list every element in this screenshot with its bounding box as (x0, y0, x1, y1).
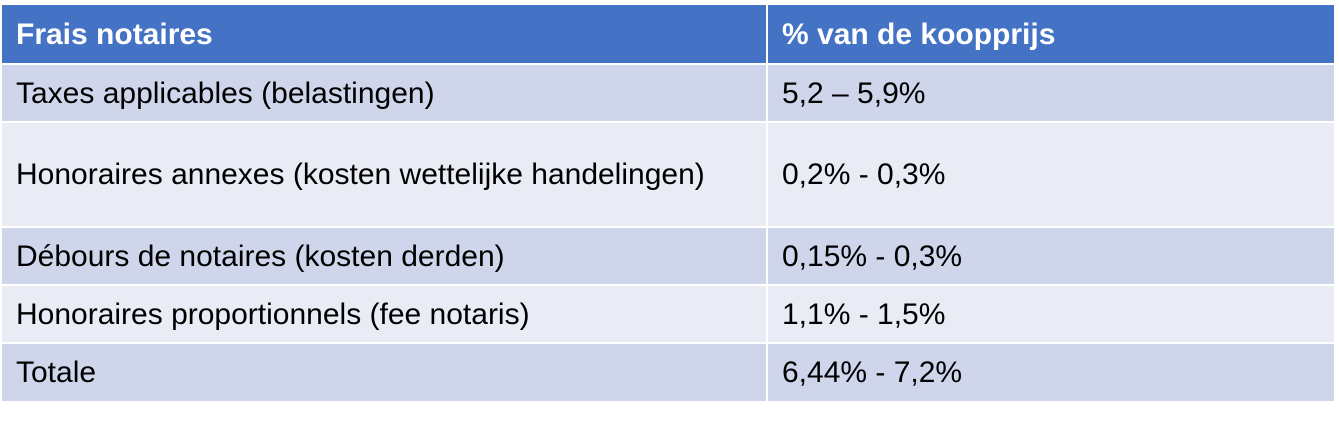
table-row-cell-value: 5,2 – 5,9% (768, 63, 1334, 121)
table-row-cell-value: 0,15% - 0,3% (768, 226, 1334, 284)
header-cell-percentage: % van de koopprijs (768, 5, 1334, 63)
total-row-label: Totale (2, 342, 768, 401)
table-row-cell-label: Honoraires proportionnels (fee notaris) (2, 284, 768, 342)
table-row-cell-label: Débours de notaires (kosten derden) (2, 226, 768, 284)
header-cell-fees: Frais notaires (2, 5, 768, 63)
table-row-cell-value: 1,1% - 1,5% (768, 284, 1334, 342)
total-row-value: 6,44% - 7,2% (768, 342, 1334, 401)
table-row-cell-label: Honoraires annexes (kosten wettelijke ha… (2, 121, 768, 226)
table-row-cell-value: 0,2% - 0,3% (768, 121, 1334, 226)
table-row-cell-label: Taxes applicables (belastingen) (2, 63, 768, 121)
notary-fees-table: Frais notaires % van de koopprijs Taxes … (2, 5, 1334, 401)
